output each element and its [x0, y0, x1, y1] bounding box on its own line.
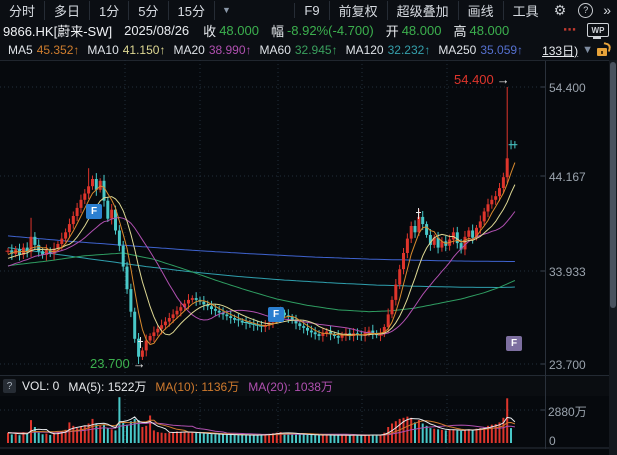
ma250-value: 35.059↑ — [480, 43, 524, 57]
volume-bar-chart[interactable] — [0, 395, 617, 455]
vol-ma20-text: MA(20): 1038万 — [248, 379, 333, 394]
chart-cross-mark-2 — [416, 208, 421, 219]
chart-cross-mark-1 — [138, 337, 143, 348]
price-axis-line — [545, 61, 546, 449]
close-label: 收 — [203, 23, 217, 39]
event-flag-marker-1[interactable]: F — [86, 204, 102, 219]
price-axis-label-54400: 54.400 — [549, 81, 586, 95]
scrollbar-thumb[interactable] — [610, 62, 616, 308]
ma5-value: 45.352↑ — [36, 43, 80, 57]
low-price-text: 23.700 — [90, 356, 130, 371]
change-value: -8.92%(-4.700) — [286, 22, 374, 38]
ma250-pair: MA250 35.059↑ — [434, 43, 523, 57]
adjust-mode-button[interactable]: 前复权 — [328, 0, 387, 20]
ma120-value: 32.232↑ — [387, 43, 431, 57]
price-candlestick-chart[interactable] — [0, 60, 617, 375]
period-toolbar: 分时 多日 1分 5分 15分 ▼ F9 前复权 超级叠加 画线 工具 ⚙ ? … — [0, 0, 617, 21]
tools-button[interactable]: 工具 — [502, 0, 548, 20]
ellipsis-icon[interactable]: ⋯ — [563, 22, 577, 37]
ma-right-group: 133日) ▼ — [534, 42, 617, 59]
ma20-value: 38.990↑ — [208, 43, 252, 57]
low-arrow-icon: → — [132, 356, 146, 371]
lock-open-icon[interactable] — [597, 42, 612, 57]
tab-5min[interactable]: 5分 — [129, 0, 169, 20]
event-flag-marker-3[interactable]: F — [506, 336, 522, 351]
vol-ma10-text: MA(10): 1136万 — [155, 379, 240, 394]
ma60-value: 32.945↑ — [294, 43, 338, 57]
toolbar-right-group: F9 前复权 超级叠加 画线 工具 ⚙ ? » — [294, 0, 617, 20]
period-dropdown-caret-icon[interactable]: ▼ — [221, 5, 231, 15]
ma-indicator-bar: MA5 45.352↑ MA10 41.150↑ MA20 38.990↑ MA… — [0, 40, 617, 61]
quote-date: 2025/08/26 — [124, 22, 190, 38]
volume-indicator-bar: ? VOL: 0 MA(5): 1522万 MA(10): 1136万 MA(2… — [0, 375, 617, 396]
chart-scrollbar[interactable] — [609, 60, 617, 455]
ma10-value: 41.150↑ — [122, 43, 166, 57]
tab-1min[interactable]: 1分 — [90, 0, 130, 20]
price-axis-label-23700: 23.700 — [549, 358, 586, 372]
high-price-text: 54.400 — [454, 72, 494, 87]
ma120-label: MA120 — [345, 43, 384, 57]
tab-15min[interactable]: 15分 — [169, 0, 215, 20]
price-axis-label-33933: 33.933 — [549, 265, 586, 279]
draw-line-button[interactable]: 画线 — [457, 0, 503, 20]
change-label: 幅 — [270, 23, 284, 39]
vol-axis-label-2880: 2880万 — [548, 405, 587, 419]
ma20-label: MA20 — [173, 43, 205, 57]
period-caret-down-icon[interactable]: ▼ — [582, 44, 593, 56]
tab-fenshi[interactable]: 分时 — [0, 0, 46, 20]
help-icon[interactable]: ? — [578, 2, 594, 18]
high-arrow-icon: → — [496, 72, 510, 87]
high-label: 高 — [453, 23, 467, 39]
high-price-annotation: 54.400 → — [454, 72, 510, 87]
ma5-label: MA5 — [8, 43, 33, 57]
quote-info-bar: 9866.HK[蔚来-SW] 2025/08/26 收 48.000 幅 -8.… — [0, 20, 617, 41]
indicator-help-icon[interactable]: ? — [3, 379, 16, 393]
period-days-link[interactable]: 133日) — [542, 43, 579, 58]
close-value: 48.000 — [219, 22, 259, 38]
ma5-pair: MA5 45.352↑ — [4, 43, 79, 57]
vol-current-text: VOL: 0 — [22, 379, 60, 393]
ma10-pair: MA10 41.150↑ — [83, 43, 165, 57]
lock-keyhole — [601, 51, 603, 54]
high-value: 48.000 — [469, 22, 510, 38]
ma60-label: MA60 — [259, 43, 291, 57]
quote-right-group: ⋯ WP — [563, 22, 617, 39]
low-price-annotation: 23.700 → — [90, 356, 146, 371]
f9-button[interactable]: F9 — [294, 2, 328, 18]
gear-icon[interactable]: ⚙ — [553, 1, 567, 18]
ma120-pair: MA120 32.232↑ — [342, 43, 431, 57]
ma10-label: MA10 — [87, 43, 119, 57]
super-overlay-button[interactable]: 超级叠加 — [386, 0, 458, 20]
price-axis-label-44167: 44.167 — [549, 170, 586, 184]
chevron-double-right-icon[interactable]: » — [603, 2, 611, 18]
wp-monitor-icon[interactable]: WP — [587, 23, 609, 39]
ma60-pair: MA60 32.945↑ — [256, 43, 338, 57]
tab-duori[interactable]: 多日 — [45, 0, 91, 20]
event-flag-marker-2[interactable]: F — [268, 307, 284, 322]
symbol-name[interactable]: 9866.HK[蔚来-SW] — [3, 23, 113, 39]
ma20-pair: MA20 38.990↑ — [169, 43, 251, 57]
vol-ma5-text: MA(5): 1522万 — [68, 379, 147, 394]
open-label: 开 — [385, 23, 399, 39]
ma250-label: MA250 — [438, 43, 477, 57]
open-value: 48.000 — [401, 22, 442, 38]
vol-axis-label-0: 0 — [549, 434, 556, 448]
